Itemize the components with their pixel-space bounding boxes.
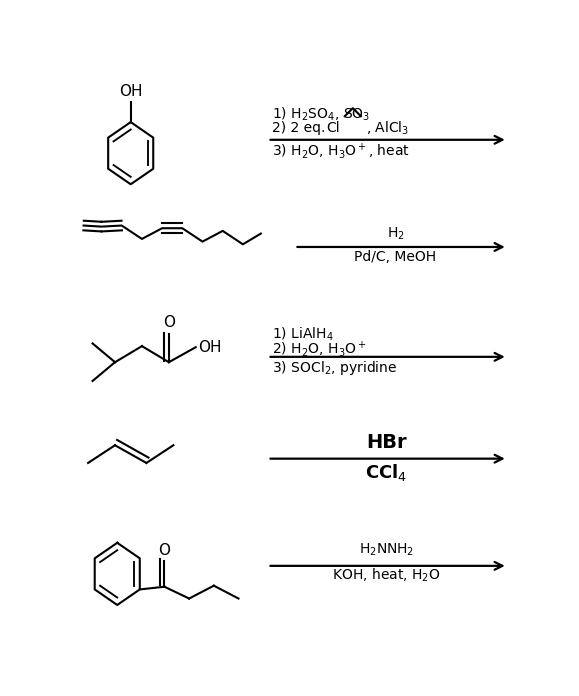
Text: OH: OH [119, 84, 142, 99]
Text: 1) H$_2$SO$_4$, SO$_3$: 1) H$_2$SO$_4$, SO$_3$ [272, 105, 371, 122]
Text: CCl$_4$: CCl$_4$ [365, 461, 408, 482]
Text: Pd/C, MeOH: Pd/C, MeOH [354, 250, 437, 264]
Text: 1) LiAlH$_4$: 1) LiAlH$_4$ [272, 326, 334, 343]
Text: H$_2$: H$_2$ [387, 226, 404, 242]
Text: 2) H$_2$O, H$_3$O$^+$: 2) H$_2$O, H$_3$O$^+$ [272, 339, 367, 358]
Text: 2) 2 eq.: 2) 2 eq. [272, 121, 325, 135]
Text: OH: OH [198, 340, 222, 355]
Text: O: O [159, 543, 170, 557]
Text: 3) SOCl$_2$, pyridine: 3) SOCl$_2$, pyridine [272, 358, 397, 377]
Text: HBr: HBr [366, 433, 407, 452]
Text: , AlCl$_3$: , AlCl$_3$ [367, 119, 409, 136]
Text: 3) H$_2$O, H$_3$O$^+$, heat: 3) H$_2$O, H$_3$O$^+$, heat [272, 142, 410, 161]
Text: H$_2$NNH$_2$: H$_2$NNH$_2$ [359, 541, 414, 558]
Text: KOH, heat, H$_2$O: KOH, heat, H$_2$O [332, 567, 441, 584]
Text: Cl: Cl [326, 121, 339, 135]
Text: O: O [163, 315, 175, 330]
